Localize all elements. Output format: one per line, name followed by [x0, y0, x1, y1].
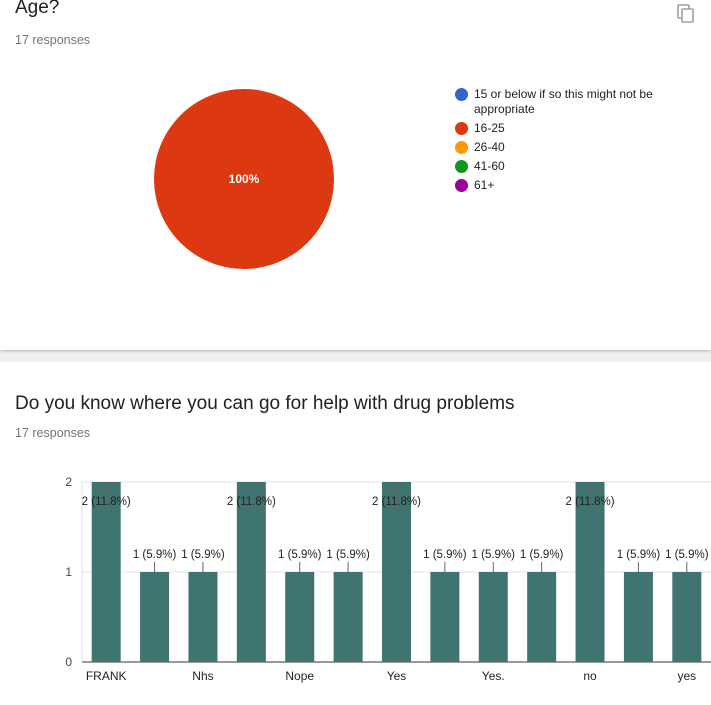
- bar: [188, 572, 218, 662]
- bar-data-label: 2 (11.8%): [566, 496, 615, 508]
- bar-data-label: 1 (5.9%): [472, 549, 516, 561]
- bar: [333, 572, 363, 662]
- y-tick-label: 2: [65, 475, 72, 489]
- bar: [623, 572, 653, 662]
- copy-icon[interactable]: [677, 4, 695, 24]
- question-title: Do you know where you can go for help wi…: [15, 393, 515, 414]
- legend-item: 41-60: [455, 159, 705, 174]
- legend-label: 16-25: [474, 121, 505, 135]
- legend-label: 26-40: [474, 140, 505, 154]
- age-pie-chart: 100%: [154, 89, 334, 269]
- question-title: Age?: [15, 0, 60, 18]
- legend-color-swatch: [455, 141, 468, 154]
- legend-color-swatch: [455, 160, 468, 173]
- response-count: 17 responses: [15, 33, 91, 47]
- y-tick-label: 1: [65, 565, 72, 579]
- response-count: 17 responses: [15, 426, 91, 440]
- legend-color-swatch: [455, 122, 468, 135]
- legend-color-swatch: [455, 179, 468, 192]
- pie-slice: [154, 89, 334, 269]
- legend-label: 61+: [474, 178, 495, 192]
- x-tick-label: FRANK: [86, 669, 127, 683]
- bar-data-label: 1 (5.9%): [181, 549, 225, 561]
- bar-data-label: 1 (5.9%): [520, 549, 564, 561]
- legend-item: 26-40: [455, 140, 705, 155]
- x-tick-label: no: [583, 669, 597, 683]
- bar: [527, 572, 557, 662]
- bar: [91, 482, 121, 662]
- x-tick-label: Nhs: [192, 669, 213, 683]
- legend-item: 61+: [455, 178, 705, 193]
- x-tick-label: Nope: [285, 669, 314, 683]
- age-question-card: Age? 17 responses 100% 15 or below if so…: [0, 0, 711, 350]
- drug-help-bar-chart: 0 1 2 2 (11.8%) FRANK 1 (5.9%) 1 (5.9%) Nhs 2 (1…: [65, 475, 711, 683]
- bar-data-label: 1 (5.9%): [278, 549, 322, 561]
- bar: [478, 572, 508, 662]
- y-tick-label: 0: [65, 655, 72, 669]
- drug-help-question-card: Do you know where you can go for help wi…: [0, 362, 711, 705]
- bar-data-label: 2 (11.8%): [227, 496, 276, 508]
- bar: [285, 572, 315, 662]
- bar-data-label: 1 (5.9%): [326, 549, 370, 561]
- bar-data-label: 1 (5.9%): [133, 549, 177, 561]
- bar: [430, 572, 460, 662]
- bar: [382, 482, 411, 662]
- legend-color-swatch: [455, 88, 468, 101]
- bar-data-label: 1 (5.9%): [423, 549, 467, 561]
- bar-data-label: 1 (5.9%): [617, 549, 661, 561]
- bar: [236, 482, 266, 662]
- age-pie-legend: 15 or below if so this might not be appr…: [455, 87, 705, 197]
- bar: [575, 482, 605, 662]
- bar-data-label: 2 (11.8%): [372, 496, 421, 508]
- x-tick-label: yes: [677, 669, 696, 683]
- x-tick-label: Yes.: [482, 669, 505, 683]
- bar-data-label: 2 (11.8%): [82, 496, 131, 508]
- legend-item: 15 or below if so this might not be appr…: [455, 87, 705, 117]
- legend-item: 16-25: [455, 121, 705, 136]
- bar-data-label: 1 (5.9%): [665, 549, 709, 561]
- bar: [140, 572, 170, 662]
- pie-slice-label: 100%: [229, 172, 260, 186]
- legend-label: 15 or below if so this might not be appr…: [474, 87, 653, 116]
- x-tick-label: Yes: [387, 669, 407, 683]
- legend-label: 41-60: [474, 159, 505, 173]
- bar: [672, 572, 702, 662]
